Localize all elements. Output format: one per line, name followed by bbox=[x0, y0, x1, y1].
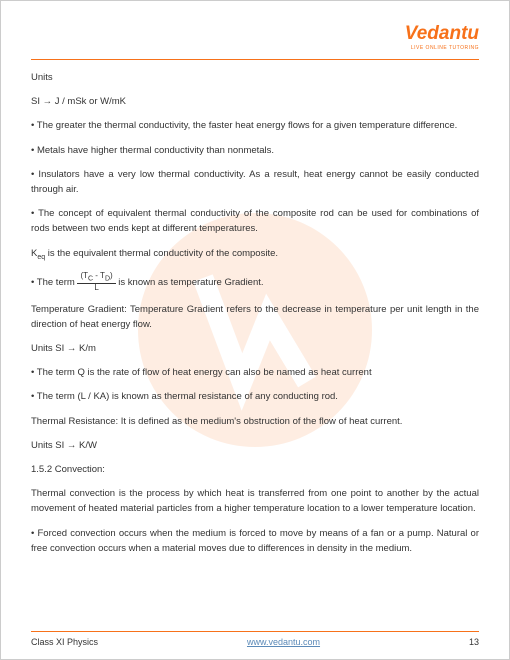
units-kw: Units SI → K/W bbox=[31, 438, 479, 453]
bullet-conductivity: • The greater the thermal conductivity, … bbox=[31, 118, 479, 133]
bullet-insulators: • Insulators have a very low thermal con… bbox=[31, 167, 479, 197]
brand-name: Vedantu bbox=[31, 23, 479, 45]
footer-page: 13 bbox=[469, 637, 479, 647]
temp-gradient-def: Temperature Gradient: Temperature Gradie… bbox=[31, 302, 479, 332]
convection-heading: 1.5.2 Convection: bbox=[31, 462, 479, 477]
bullet-q: • The term Q is the rate of flow of heat… bbox=[31, 365, 479, 380]
thermal-resistance-def: Thermal Resistance: It is defined as the… bbox=[31, 414, 479, 429]
convection-def: Thermal convection is the process by whi… bbox=[31, 486, 479, 516]
header-rule bbox=[31, 59, 479, 60]
footer-link[interactable]: www.vedantu.com bbox=[247, 637, 320, 647]
bullet-equivalent: • The concept of equivalent thermal cond… bbox=[31, 206, 479, 236]
units-heading: Units bbox=[31, 70, 479, 85]
bullet-metals: • Metals have higher thermal conductivit… bbox=[31, 143, 479, 158]
footer-class: Class XI Physics bbox=[31, 637, 98, 647]
bullet-lka: • The term (L / KA) is known as thermal … bbox=[31, 389, 479, 404]
brand-tagline: LIVE ONLINE TUTORING bbox=[31, 45, 479, 51]
si-units: SI → J / mSk or W/mK bbox=[31, 94, 479, 109]
units-km: Units SI → K/m bbox=[31, 341, 479, 356]
page-footer: Class XI Physics www.vedantu.com 13 bbox=[31, 631, 479, 647]
page-header: Vedantu LIVE ONLINE TUTORING bbox=[31, 23, 479, 51]
keq-line: Keq is the equivalent thermal conductivi… bbox=[31, 246, 479, 263]
gradient-term: • The term (TC - TD)L is known as temper… bbox=[31, 272, 479, 293]
bullet-forced: • Forced convection occurs when the medi… bbox=[31, 526, 479, 556]
